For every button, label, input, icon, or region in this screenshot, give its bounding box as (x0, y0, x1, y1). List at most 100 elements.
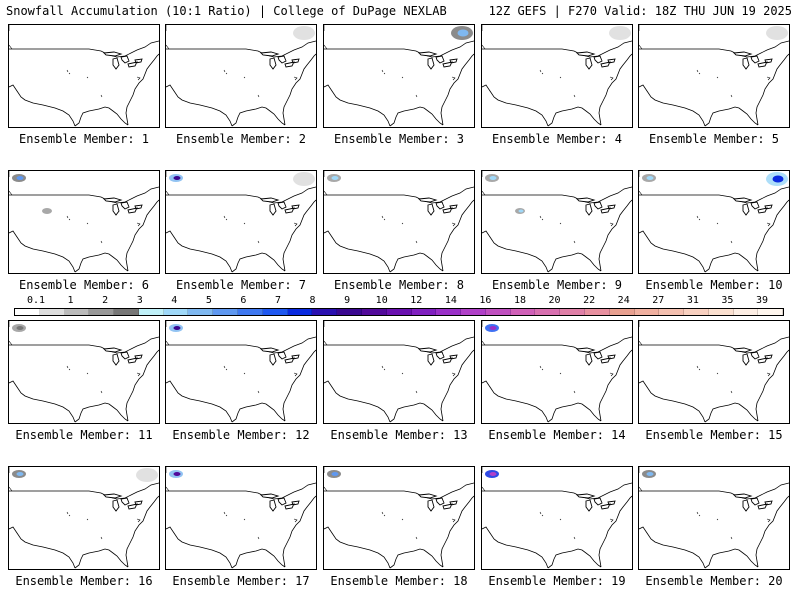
ensemble-member-panel: Ensemble Member: 19 (481, 466, 633, 594)
ensemble-member-panel: Ensemble Member: 6 (8, 170, 160, 298)
great-lakes (576, 51, 616, 70)
us-map (8, 320, 160, 424)
us-map (323, 320, 475, 424)
great-lakes (260, 493, 300, 512)
map-detail-marks (166, 25, 298, 98)
canada-border-line (639, 336, 789, 354)
us-map (165, 24, 317, 128)
snowfall-area (327, 174, 341, 182)
coastline (482, 53, 632, 127)
colorbar-swatch (560, 309, 585, 315)
map-detail-marks (9, 171, 141, 244)
great-lakes (103, 493, 143, 512)
ensemble-member-label: Ensemble Member: 19 (488, 574, 626, 588)
map-detail-marks (324, 321, 456, 394)
snowfall-area (12, 174, 26, 182)
colorbar-swatch (461, 309, 486, 315)
us-map (323, 466, 475, 570)
coastline (9, 199, 159, 273)
ensemble-member-label: Ensemble Member: 7 (175, 278, 307, 292)
map-detail-marks (324, 171, 456, 244)
colorbar-tick-label: 2 (102, 295, 109, 306)
us-map (481, 24, 633, 128)
canada-border-line (166, 186, 316, 204)
canada-border-line (166, 336, 316, 354)
ensemble-member-label: Ensemble Member: 13 (330, 428, 468, 442)
colorbar-swatch (659, 309, 685, 315)
colorbar-swatch (312, 309, 338, 315)
ensemble-member-panel: Ensemble Member: 7 (165, 170, 317, 298)
ensemble-member-panel: Ensemble Member: 16 (8, 466, 160, 594)
colorbar-swatch (436, 309, 462, 315)
ensemble-member-panel: Ensemble Member: 11 (8, 320, 160, 448)
colorbar-tick-label: 22 (583, 295, 596, 306)
snowfall-area (169, 470, 183, 478)
great-lakes (103, 197, 143, 216)
map-detail-marks (324, 467, 456, 540)
map-detail-marks (639, 25, 771, 98)
ensemble-member-panel: Ensemble Member: 4 (481, 24, 633, 152)
coastline (324, 495, 474, 569)
snowfall-area (485, 470, 499, 478)
colorbar-tick-label: 35 (721, 295, 734, 306)
snowfall-area (485, 324, 499, 332)
colorbar-swatch (510, 309, 536, 315)
great-lakes (576, 197, 616, 216)
snowfall-area (327, 470, 341, 478)
us-map (8, 170, 160, 274)
ensemble-member-panel: Ensemble Member: 17 (165, 466, 317, 594)
snowfall-area (451, 26, 473, 40)
map-detail-marks (9, 321, 141, 394)
map-detail-marks (482, 25, 614, 98)
colorbar-swatch (337, 309, 362, 315)
colorbar-tick-label: 39 (755, 295, 769, 306)
colorbar-swatch (535, 309, 561, 315)
great-lakes (418, 493, 458, 512)
coastline (166, 495, 316, 569)
map-detail-marks (166, 171, 298, 244)
snowfall-area (766, 172, 788, 186)
great-lakes (733, 51, 773, 70)
ensemble-member-label: Ensemble Member: 1 (18, 132, 150, 146)
us-map (323, 170, 475, 274)
ensemble-member-label: Ensemble Member: 8 (333, 278, 465, 292)
great-lakes (260, 51, 300, 70)
ensemble-member-panel: Ensemble Member: 8 (323, 170, 475, 298)
colorbar-swatch (485, 309, 511, 315)
colorbar-tick-label: 31 (686, 295, 699, 306)
ensemble-member-panel: Ensemble Member: 14 (481, 320, 633, 448)
canada-border-line (324, 336, 474, 354)
colorbar-swatch (163, 309, 189, 315)
colorbar-tick-label: 7 (274, 295, 282, 306)
ensemble-member-panel: Ensemble Member: 3 (323, 24, 475, 152)
map-detail-marks (639, 467, 771, 540)
map-detail-marks (482, 467, 614, 540)
colorbar-swatch (584, 309, 610, 315)
ensemble-member-panel: Ensemble Member: 2 (165, 24, 317, 152)
ensemble-member-label: Ensemble Member: 15 (645, 428, 783, 442)
ensemble-member-label: Ensemble Member: 9 (491, 278, 623, 292)
ensemble-member-label: Ensemble Member: 17 (172, 574, 310, 588)
coastline (324, 199, 474, 273)
great-lakes (418, 347, 458, 366)
colorbar-tick-label: 6 (240, 295, 247, 306)
map-detail-marks (639, 321, 771, 394)
us-map (8, 24, 160, 128)
coastline (482, 495, 632, 569)
snowfall-area (642, 174, 656, 182)
colorbar-tick-label: 9 (344, 295, 351, 306)
coastline (9, 53, 159, 127)
coastline (639, 199, 789, 273)
colorbar-tick-label: 20 (548, 295, 561, 306)
colorbar-swatch (361, 309, 387, 315)
great-lakes (418, 197, 458, 216)
canada-border-line (9, 186, 159, 204)
colorbar-ticks: 0.1 1 2 3 4 5 6 7 8 9 10 12 14 16 18 20 22 24 27 31 35 39 (14, 295, 784, 306)
snowfall-area (12, 324, 26, 332)
us-map (481, 466, 633, 570)
us-map (481, 170, 633, 274)
coastline (166, 53, 316, 127)
map-detail-marks (9, 467, 141, 540)
ensemble-member-label: Ensemble Member: 20 (645, 574, 783, 588)
coastline (639, 495, 789, 569)
